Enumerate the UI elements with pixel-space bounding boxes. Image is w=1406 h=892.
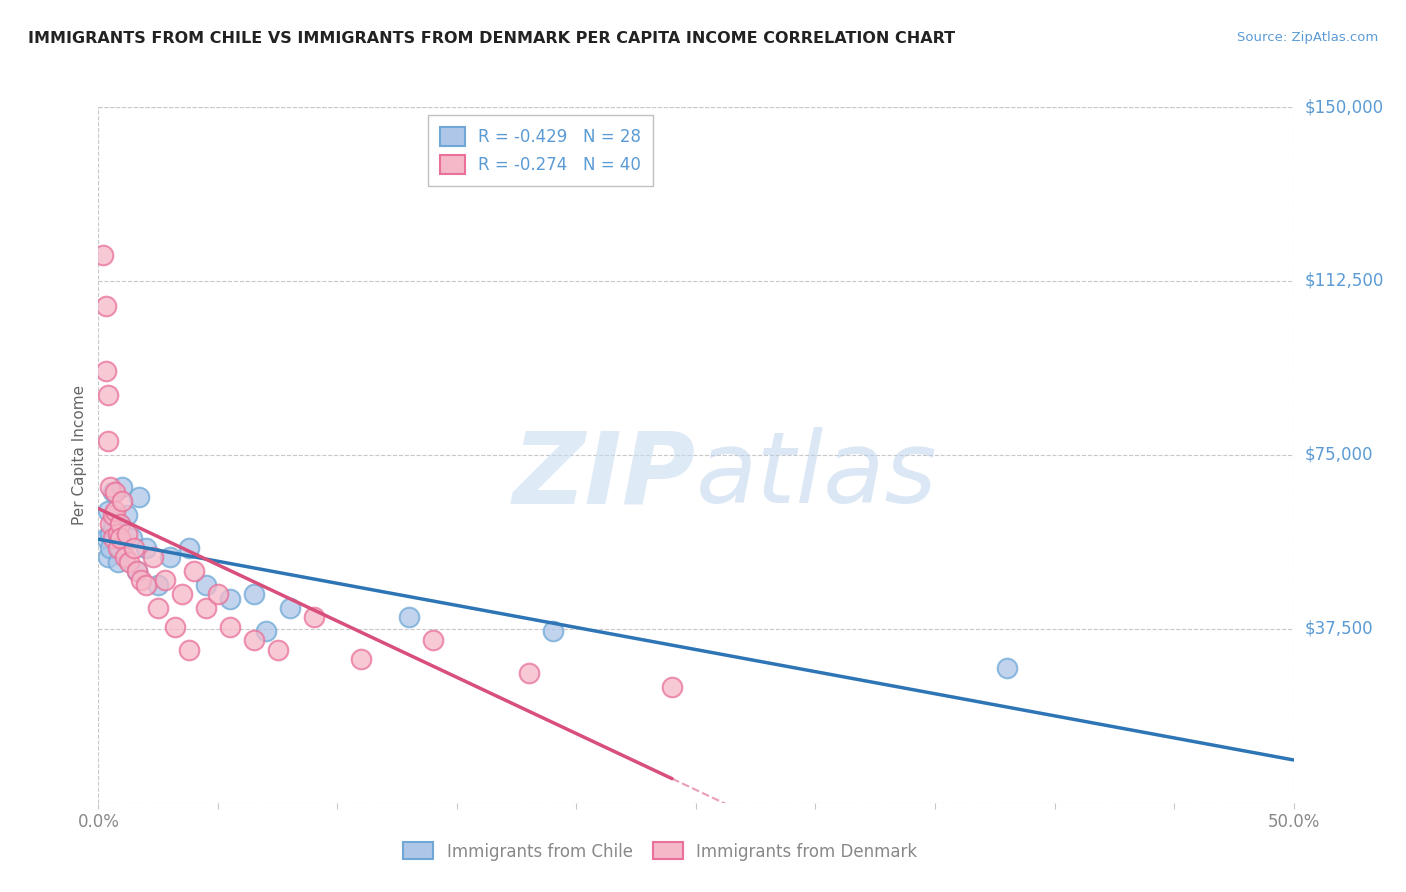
Point bbox=[194, 578, 217, 592]
Text: atlas: atlas bbox=[696, 427, 938, 524]
Point bbox=[94, 300, 117, 314]
Point bbox=[124, 541, 146, 555]
Text: $37,500: $37,500 bbox=[1305, 620, 1374, 638]
Point bbox=[422, 633, 444, 648]
Point bbox=[101, 517, 124, 532]
Text: ZIP: ZIP bbox=[513, 427, 696, 524]
Point bbox=[995, 661, 1018, 675]
Point bbox=[179, 642, 201, 657]
Point bbox=[115, 508, 138, 523]
Text: IMMIGRANTS FROM CHILE VS IMMIGRANTS FROM DENMARK PER CAPITA INCOME CORRELATION C: IMMIGRANTS FROM CHILE VS IMMIGRANTS FROM… bbox=[28, 31, 955, 46]
Point bbox=[107, 541, 129, 555]
Point bbox=[661, 680, 683, 694]
Point bbox=[148, 578, 170, 592]
Point bbox=[517, 665, 540, 680]
Point bbox=[111, 480, 134, 494]
Point bbox=[107, 555, 129, 569]
Point bbox=[98, 541, 122, 555]
Point bbox=[179, 541, 201, 555]
Point bbox=[111, 494, 134, 508]
Point bbox=[155, 573, 177, 587]
Point bbox=[94, 364, 117, 378]
Point bbox=[108, 532, 131, 546]
Point bbox=[183, 564, 205, 578]
Point bbox=[104, 503, 127, 517]
Point bbox=[108, 517, 131, 532]
Point bbox=[101, 508, 124, 523]
Point bbox=[108, 541, 131, 555]
Point bbox=[97, 387, 120, 401]
Point bbox=[125, 564, 148, 578]
Point bbox=[107, 526, 129, 541]
Point bbox=[104, 532, 127, 546]
Text: Source: ZipAtlas.com: Source: ZipAtlas.com bbox=[1237, 31, 1378, 45]
Point bbox=[207, 587, 229, 601]
Point bbox=[121, 532, 143, 546]
Point bbox=[172, 587, 194, 601]
Point bbox=[302, 610, 325, 624]
Point bbox=[94, 532, 117, 546]
Point bbox=[278, 601, 301, 615]
Point bbox=[101, 532, 124, 546]
Point bbox=[398, 610, 420, 624]
Point bbox=[98, 526, 122, 541]
Point bbox=[135, 578, 157, 592]
Point bbox=[104, 485, 127, 500]
Point bbox=[91, 248, 114, 262]
Point bbox=[125, 564, 148, 578]
Point bbox=[115, 526, 138, 541]
Point bbox=[219, 591, 242, 606]
Y-axis label: Per Capita Income: Per Capita Income bbox=[72, 384, 87, 525]
Point bbox=[97, 549, 120, 564]
Text: $112,500: $112,500 bbox=[1305, 272, 1384, 290]
Text: $75,000: $75,000 bbox=[1305, 446, 1374, 464]
Point bbox=[219, 619, 242, 633]
Point bbox=[243, 633, 266, 648]
Point bbox=[97, 503, 120, 517]
Point bbox=[350, 652, 373, 666]
Point bbox=[97, 434, 120, 448]
Point bbox=[128, 490, 150, 504]
Point bbox=[163, 619, 186, 633]
Point bbox=[131, 573, 153, 587]
Point bbox=[98, 480, 122, 494]
Point bbox=[101, 485, 124, 500]
Text: $150,000: $150,000 bbox=[1305, 98, 1384, 116]
Point bbox=[541, 624, 564, 639]
Point bbox=[159, 549, 181, 564]
Point bbox=[243, 587, 266, 601]
Point bbox=[114, 549, 136, 564]
Point bbox=[148, 601, 170, 615]
Point bbox=[142, 549, 165, 564]
Point bbox=[254, 624, 277, 639]
Point bbox=[267, 642, 290, 657]
Point bbox=[108, 517, 131, 532]
Point bbox=[194, 601, 217, 615]
Point bbox=[98, 517, 122, 532]
Point bbox=[135, 541, 157, 555]
Point bbox=[118, 555, 141, 569]
Legend: Immigrants from Chile, Immigrants from Denmark: Immigrants from Chile, Immigrants from D… bbox=[404, 842, 917, 861]
